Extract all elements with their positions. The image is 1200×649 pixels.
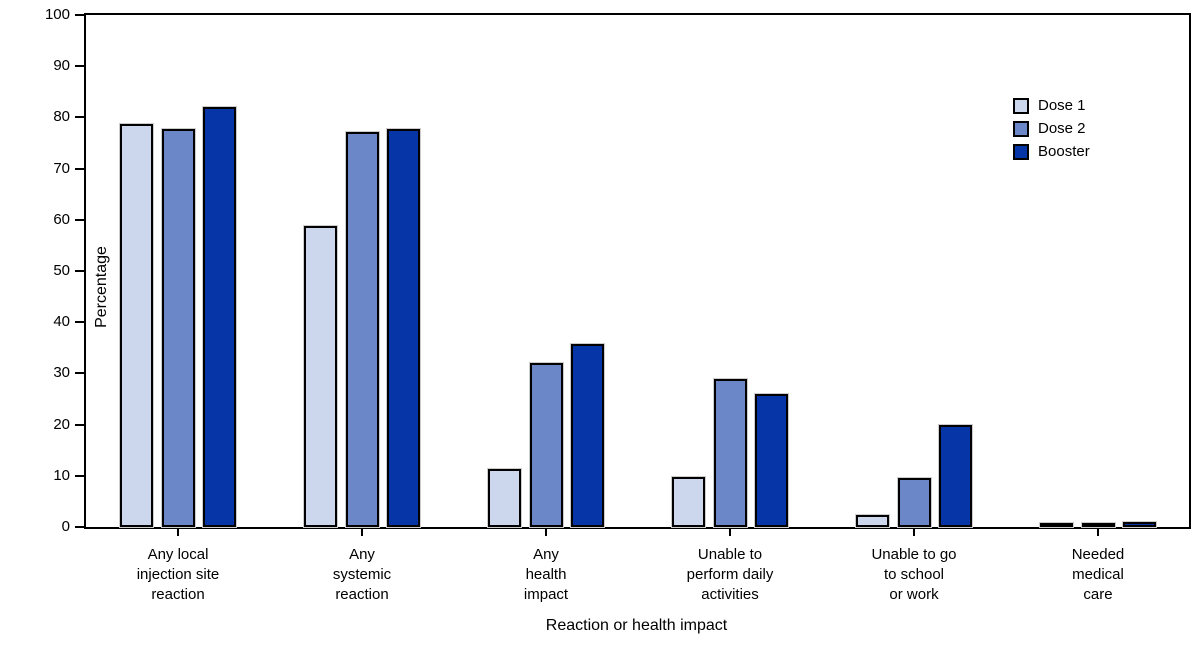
bar-dose-2-any — [529, 363, 563, 527]
bar-dose-2-any — [345, 132, 379, 527]
bar-booster-unable-to-go — [939, 425, 972, 527]
y-axis-tick — [75, 116, 84, 119]
bar-booster-any — [571, 344, 604, 527]
y-axis-tick — [75, 218, 84, 221]
y-axis-tick-label: 50 — [53, 262, 70, 279]
bar-booster-unable-to — [755, 394, 788, 527]
legend-swatch-dose-2 — [1013, 121, 1029, 137]
x-axis-tick — [177, 529, 179, 536]
y-axis-tick-label: 20 — [53, 415, 70, 433]
y-axis-tick-label: 0 — [61, 518, 70, 535]
bar-dose-1-any — [304, 226, 337, 527]
category-label-unable-to-go: Unable to go to school or work — [871, 546, 957, 603]
bar-dose-1-any — [488, 469, 521, 527]
legend-label-dose-1: Dose 1 — [1038, 97, 1086, 114]
bar-booster-any-local — [203, 107, 236, 527]
legend-label-booster: Booster — [1038, 143, 1090, 160]
bar-dose-2-unable-to — [713, 379, 747, 527]
x-axis-tick — [729, 529, 731, 536]
legend-swatch-booster — [1013, 144, 1029, 160]
y-axis-tick-label: 60 — [53, 210, 70, 228]
legend-item-dose-2: Dose 2 — [1013, 120, 1090, 138]
y-axis-tick — [75, 321, 84, 324]
bar-dose-1-needed — [1040, 523, 1073, 527]
y-axis-tick-label: 30 — [53, 364, 70, 382]
x-axis-tick — [545, 529, 547, 536]
y-axis-tick-label: 80 — [53, 108, 70, 126]
category-label-any: Any systemic reaction — [332, 546, 392, 603]
legend-item-booster: Booster — [1013, 143, 1090, 161]
category-label-any-local: Any local injection site reaction — [136, 546, 220, 603]
y-axis-tick-label: 10 — [53, 466, 70, 484]
bar-dose-2-needed — [1081, 523, 1115, 527]
y-axis-tick — [75, 423, 84, 426]
y-axis-tick — [75, 167, 84, 170]
bar-dose-2-unable-to-go — [897, 478, 931, 527]
y-axis-tick — [75, 65, 84, 68]
y-axis-tick — [75, 474, 84, 477]
bar-dose-1-unable-to — [672, 477, 705, 527]
y-axis-tick — [75, 14, 84, 16]
legend-swatch-dose-1 — [1013, 98, 1029, 114]
y-axis-tick — [75, 270, 84, 272]
bar-dose-2-any-local — [161, 129, 195, 527]
y-axis-tick — [75, 372, 84, 375]
legend-item-dose-1: Dose 1 — [1013, 97, 1090, 115]
category-label-needed: Needed medical care — [1071, 546, 1125, 603]
y-axis-title: Percentage — [93, 246, 110, 328]
plot-area: Percentage — [84, 13, 1191, 529]
bar-booster-needed — [1123, 522, 1156, 527]
legend: Dose 1 Dose 2 Booster — [1013, 97, 1090, 166]
y-axis-tick-label: 40 — [53, 313, 70, 331]
y-axis-tick-label: 90 — [53, 57, 70, 75]
y-axis-tick-label: 70 — [53, 159, 70, 177]
category-label-any: Any health impact — [523, 546, 569, 603]
y-axis-tick — [75, 526, 84, 528]
x-axis-tick — [1097, 529, 1099, 536]
bar-dose-1-unable-to-go — [856, 515, 889, 527]
bar-dose-1-any-local — [120, 124, 153, 527]
legend-label-dose-2: Dose 2 — [1038, 120, 1086, 137]
x-axis-tick — [361, 529, 363, 536]
x-axis-title: Reaction or health impact — [545, 617, 728, 634]
y-axis-tick-label: 100 — [44, 6, 70, 23]
category-label-unable-to: Unable to perform daily activities — [686, 546, 774, 603]
x-axis-tick — [913, 529, 915, 536]
bar-booster-any — [387, 129, 420, 527]
